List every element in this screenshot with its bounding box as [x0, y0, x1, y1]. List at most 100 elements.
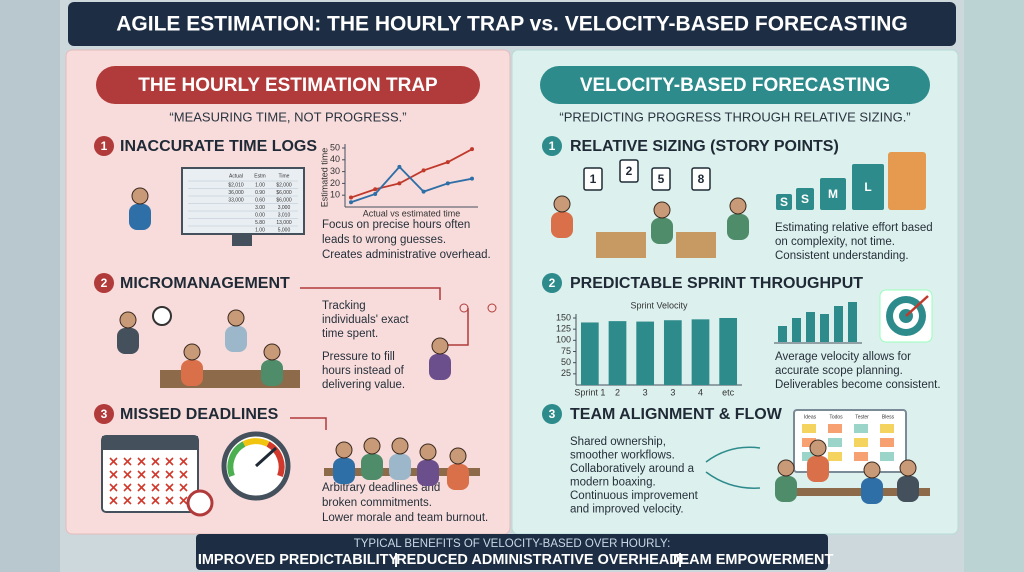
section-heading: PREDICTABLE SPRINT THROUGHPUT — [570, 275, 863, 292]
x-tick-label: 3 — [643, 387, 648, 397]
text-line: Deliverables become consistent. — [775, 379, 941, 391]
point — [421, 189, 426, 194]
text-line: smoother workflows. — [570, 450, 675, 462]
text-line: time spent. — [322, 328, 378, 340]
table-cell: 1.00 — [255, 227, 265, 233]
table-cell: 0.00 — [255, 212, 265, 218]
y-tick-label: 10 — [330, 190, 340, 200]
mini-bars — [774, 302, 862, 344]
person-head — [653, 201, 671, 219]
section-badge — [94, 136, 114, 156]
calendar-cross — [109, 470, 118, 479]
separator: | — [394, 552, 398, 568]
board-column: Todos — [829, 414, 843, 420]
text-line: Continuous improvement — [570, 490, 699, 502]
y-tick-label: 125 — [556, 324, 571, 334]
arrow — [290, 417, 327, 430]
right-title: VELOCITY-BASED FORECASTING — [580, 75, 890, 96]
gauge-red — [266, 441, 285, 478]
title-bar — [68, 2, 956, 46]
sticky-note — [802, 452, 816, 461]
text-block: Arbitrary deadlines and broken commitment… — [322, 482, 488, 524]
calendar-cross — [137, 496, 146, 505]
calendar-cross — [179, 483, 188, 492]
table-cell: $6,000 — [276, 197, 292, 203]
calendar-cross — [165, 470, 174, 479]
section-heading: INACCURATE TIME LOGS — [120, 138, 317, 155]
board-column: Ideas — [804, 414, 817, 420]
table-cell: 3,010 — [278, 212, 291, 218]
y-tick-label: 40 — [330, 154, 340, 164]
table-cell: 33,000 — [228, 197, 244, 203]
person-head — [899, 459, 917, 477]
flow-arrows — [705, 446, 761, 489]
deco-bar — [792, 318, 801, 342]
right-quote: “PREDICTING PROGRESS THROUGH RELATIVE SI… — [559, 109, 910, 124]
right-title-pill — [540, 66, 930, 104]
bar — [691, 319, 710, 385]
text-line: Arbitrary deadlines and — [322, 482, 440, 494]
calendar-cross — [151, 470, 160, 479]
left-quote: “MEASURING TIME, NOT PROGRESS.” — [169, 109, 406, 124]
story-point-cards: 1 2 5 8 — [583, 159, 711, 191]
y-tick-label: 20 — [330, 178, 340, 188]
y-tick-label: 100 — [556, 335, 571, 345]
people-illustrations — [117, 187, 919, 504]
size-block — [888, 152, 926, 210]
section-number: 1 — [549, 139, 556, 153]
table-cell: 0.60 — [255, 197, 265, 203]
calendar-cross — [123, 496, 132, 505]
section-badge — [542, 404, 562, 424]
dart — [905, 295, 929, 317]
chart-title: Sprint Velocity — [630, 300, 688, 310]
sticky-note — [854, 424, 868, 433]
text-line: and improved velocity. — [570, 504, 684, 516]
bar — [719, 318, 738, 385]
calendar-cross — [151, 483, 160, 492]
stopwatch — [152, 306, 172, 326]
person-head — [553, 195, 571, 213]
person-head — [263, 343, 281, 361]
board-column: Bless — [882, 414, 895, 420]
text-line: Consistent understanding. — [775, 250, 909, 262]
calendar-cross — [179, 496, 188, 505]
text-line: Focus on precise hours often — [322, 219, 470, 231]
person-head — [363, 437, 381, 455]
calendar-cross — [137, 457, 146, 466]
calendar-cross — [109, 457, 118, 466]
person-head — [863, 461, 881, 479]
person-head — [449, 447, 467, 465]
x-tick-label: etc — [722, 387, 735, 397]
x-axis-label: Actual vs estimated time — [363, 208, 461, 218]
connector — [487, 303, 497, 313]
x-tick-label: 2 — [615, 387, 620, 397]
gauge-needle — [254, 446, 278, 468]
person-body — [897, 476, 919, 502]
section-badge — [94, 404, 114, 424]
text-block: Average velocity allows for accurate scop… — [775, 351, 941, 391]
gauge-yellow — [242, 438, 270, 447]
sticky-note — [828, 452, 842, 461]
person-body — [807, 456, 829, 482]
section-heading: TEAM ALIGNMENT & FLOW — [570, 406, 783, 423]
box — [676, 232, 716, 258]
board-column: Tester — [855, 414, 869, 420]
person-head — [391, 437, 409, 455]
person-body — [727, 214, 749, 240]
text-line: Lower morale and team burnout. — [322, 512, 488, 524]
box — [596, 232, 646, 258]
x-tick-label: Sprint 1 — [574, 387, 605, 397]
size-label: S — [801, 192, 809, 206]
point — [445, 181, 450, 186]
benefit: IMPROVED PREDICTABILITY — [198, 552, 399, 568]
size-label: S — [780, 195, 788, 209]
person-body — [861, 478, 883, 504]
time-log-table: Actual Estm Time $2,010 1.00 $2,000 36,000 0.90… — [188, 173, 298, 233]
person-head — [335, 441, 353, 459]
calendar-header — [102, 436, 198, 450]
section-badge — [542, 136, 562, 156]
sticky-note — [828, 438, 842, 447]
left-title: THE HOURLY ESTIMATION TRAP — [138, 75, 438, 96]
x-tick-label: 3 — [670, 387, 675, 397]
point — [397, 164, 402, 169]
